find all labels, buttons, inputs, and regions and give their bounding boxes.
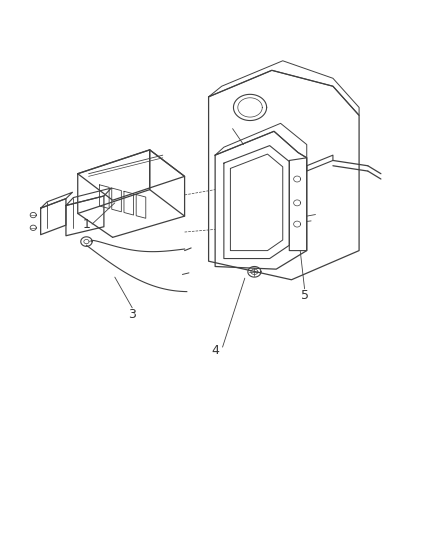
Text: 3: 3 — [128, 308, 136, 321]
Text: 1: 1 — [82, 217, 90, 231]
Text: 5: 5 — [300, 289, 308, 302]
Text: 4: 4 — [211, 344, 219, 357]
